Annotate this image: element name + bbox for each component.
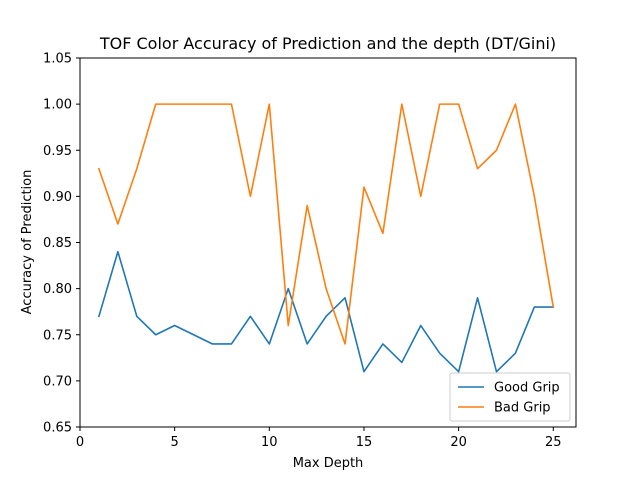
legend-label-1: Good Grip bbox=[494, 381, 560, 396]
y-tick-label: 1.05 bbox=[43, 52, 72, 67]
x-tick-label: 5 bbox=[171, 435, 179, 450]
axes-layer: 0 5 10 15 20 25 0.65 0.70 0.75 0.80 0.85 0.90 0.95 1.… bbox=[43, 52, 577, 450]
series-line-2 bbox=[97, 103, 555, 345]
legend-box bbox=[449, 372, 571, 422]
chart-title: TOF Color Accuracy of Prediction and the… bbox=[99, 34, 556, 53]
series-line-1 bbox=[97, 250, 555, 373]
y-tick-label: 1.00 bbox=[43, 98, 72, 113]
y-tick-label: 0.65 bbox=[43, 421, 72, 436]
x-axis-title: Max Depth bbox=[293, 456, 364, 471]
y-tick-label: 0.85 bbox=[43, 236, 72, 251]
x-tick-label: 25 bbox=[545, 435, 562, 450]
x-tick-label: 15 bbox=[356, 435, 373, 450]
series-layer bbox=[97, 103, 555, 373]
legend: Good Grip Bad Grip bbox=[449, 372, 571, 422]
x-tick-label: 0 bbox=[76, 435, 84, 450]
x-tick-label: 10 bbox=[261, 435, 278, 450]
y-tick-label: 0.95 bbox=[43, 144, 72, 159]
y-axis-title: Accuracy of Prediction bbox=[20, 170, 35, 315]
y-tick-label: 0.90 bbox=[43, 190, 72, 205]
y-tick-label: 0.80 bbox=[43, 282, 72, 297]
y-tick-label: 0.75 bbox=[43, 328, 72, 343]
legend-label-2: Bad Grip bbox=[494, 401, 551, 416]
y-tick-label: 0.70 bbox=[43, 374, 72, 389]
x-tick-label: 20 bbox=[450, 435, 467, 450]
